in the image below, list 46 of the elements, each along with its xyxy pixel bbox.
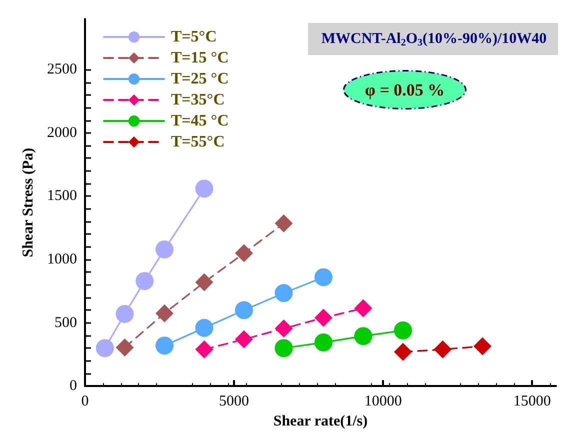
y-tick-label: 2000 <box>47 124 77 141</box>
point <box>274 284 293 302</box>
point <box>274 339 293 358</box>
point <box>354 299 372 318</box>
point <box>195 318 214 337</box>
legend-label: T=15 °C <box>171 50 229 66</box>
legend-label: T=35°C <box>171 92 225 108</box>
point <box>473 337 492 356</box>
point <box>195 273 214 292</box>
x-tick-label: 15000 <box>513 394 551 410</box>
point <box>394 321 412 340</box>
x-tick-label: 0 <box>81 394 89 410</box>
point <box>354 327 372 346</box>
point <box>394 342 412 361</box>
legend-label: T=5°C <box>171 28 217 46</box>
y-tick-label: 0 <box>70 378 77 394</box>
legend-label: T=45 °C <box>171 112 229 130</box>
point <box>195 340 214 358</box>
y-tick-label: 500 <box>54 314 77 331</box>
point <box>116 338 134 356</box>
y-tick-label: 2500 <box>47 62 77 78</box>
point <box>156 336 174 355</box>
x-tick-label: 10000 <box>364 394 402 410</box>
point <box>274 214 293 232</box>
point <box>96 339 114 358</box>
point <box>314 308 332 327</box>
point <box>234 330 253 348</box>
point <box>434 340 452 358</box>
y-tick-label: 1000 <box>47 252 77 268</box>
point <box>116 304 134 323</box>
point <box>156 304 174 322</box>
annotation: φ = 0.05 % <box>364 80 445 100</box>
y-tick-label: 1500 <box>47 188 77 204</box>
x-axis-title: Shear rate(1/s) <box>273 414 368 430</box>
y-axis-title: Shear Stress (Pa) <box>20 148 37 258</box>
point <box>274 320 293 338</box>
point <box>136 272 154 290</box>
x-tick-label: 5000 <box>219 394 250 410</box>
legend-label: T=55°C <box>171 134 225 150</box>
point <box>234 301 253 320</box>
point <box>314 333 332 352</box>
point <box>195 180 214 198</box>
point <box>234 244 253 262</box>
point <box>314 268 332 286</box>
legend-label: T=25 °C <box>171 70 229 88</box>
point <box>156 240 174 258</box>
